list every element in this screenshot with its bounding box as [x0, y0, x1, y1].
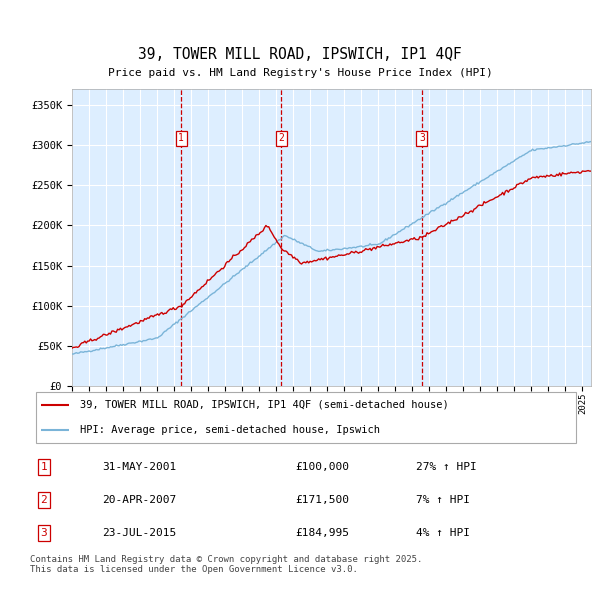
Text: 1: 1 [40, 462, 47, 472]
Text: 2: 2 [40, 495, 47, 505]
Text: 31-MAY-2001: 31-MAY-2001 [102, 462, 176, 472]
Text: £171,500: £171,500 [295, 495, 349, 505]
Text: 39, TOWER MILL ROAD, IPSWICH, IP1 4QF: 39, TOWER MILL ROAD, IPSWICH, IP1 4QF [138, 47, 462, 62]
Text: Price paid vs. HM Land Registry's House Price Index (HPI): Price paid vs. HM Land Registry's House … [107, 68, 493, 78]
Text: HPI: Average price, semi-detached house, Ipswich: HPI: Average price, semi-detached house,… [80, 425, 380, 435]
Text: 4% ↑ HPI: 4% ↑ HPI [416, 528, 470, 538]
Text: £184,995: £184,995 [295, 528, 349, 538]
Text: 3: 3 [40, 528, 47, 538]
Text: 20-APR-2007: 20-APR-2007 [102, 495, 176, 505]
Text: 2: 2 [278, 133, 284, 143]
Text: 23-JUL-2015: 23-JUL-2015 [102, 528, 176, 538]
Text: Contains HM Land Registry data © Crown copyright and database right 2025.
This d: Contains HM Land Registry data © Crown c… [30, 555, 422, 574]
Text: 27% ↑ HPI: 27% ↑ HPI [416, 462, 477, 472]
Text: 7% ↑ HPI: 7% ↑ HPI [416, 495, 470, 505]
Text: £100,000: £100,000 [295, 462, 349, 472]
Text: 1: 1 [178, 133, 184, 143]
FancyBboxPatch shape [35, 392, 577, 443]
Text: 3: 3 [419, 133, 425, 143]
Text: 39, TOWER MILL ROAD, IPSWICH, IP1 4QF (semi-detached house): 39, TOWER MILL ROAD, IPSWICH, IP1 4QF (s… [80, 399, 448, 409]
